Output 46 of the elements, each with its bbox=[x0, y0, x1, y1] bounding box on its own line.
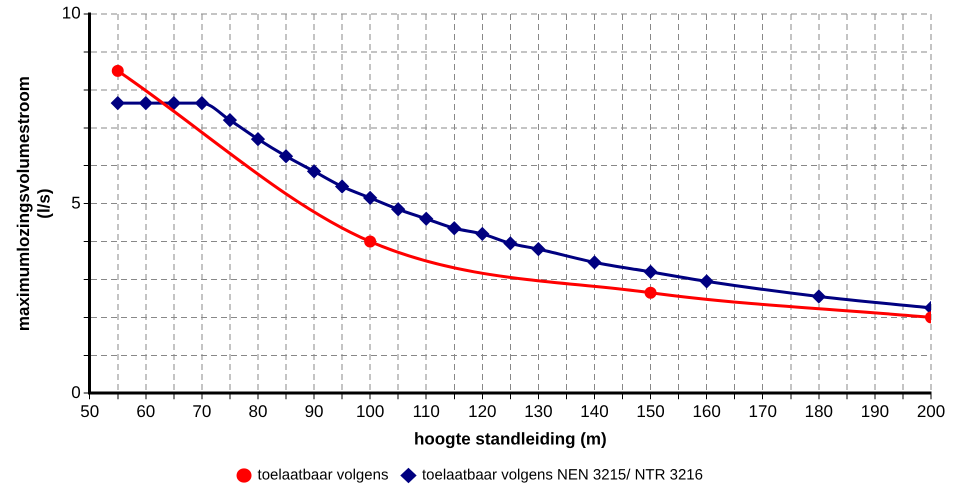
y-tick-label: 0 bbox=[71, 382, 81, 402]
x-tick-label: 190 bbox=[860, 402, 890, 422]
point bbox=[112, 64, 124, 77]
x-tick-label: 170 bbox=[748, 402, 777, 422]
point bbox=[195, 96, 208, 110]
point bbox=[700, 274, 714, 288]
x-tick-label: 100 bbox=[356, 402, 384, 422]
x-tick-label: 180 bbox=[804, 402, 834, 422]
point bbox=[111, 96, 124, 110]
point bbox=[812, 290, 826, 304]
x-axis-title: hoogte standleiding (m) bbox=[414, 429, 607, 448]
y-tick-label: 5 bbox=[71, 193, 81, 212]
x-tick-label: 70 bbox=[192, 402, 212, 422]
x-tick-label: 120 bbox=[468, 402, 496, 422]
x-tick-label: 160 bbox=[692, 402, 721, 422]
x-tick-label: 200 bbox=[916, 402, 946, 422]
point bbox=[504, 236, 517, 250]
point bbox=[308, 164, 321, 178]
point bbox=[139, 96, 152, 110]
point bbox=[392, 202, 405, 216]
x-tick-label: 110 bbox=[412, 402, 440, 422]
x-tick-label: 90 bbox=[304, 402, 324, 422]
x-tick-label: 80 bbox=[248, 402, 268, 422]
x-tick-label: 50 bbox=[80, 402, 100, 422]
point bbox=[420, 212, 433, 226]
legend-label: toelaatbaar volgens NEN 3215/ NTR 3216 bbox=[422, 466, 703, 484]
point bbox=[364, 236, 376, 248]
point bbox=[280, 150, 293, 163]
point bbox=[448, 222, 461, 235]
point bbox=[167, 96, 180, 110]
point bbox=[251, 132, 264, 146]
point bbox=[223, 114, 236, 127]
legend-label: toelaatbaar volgens bbox=[258, 466, 388, 484]
point bbox=[364, 191, 377, 204]
x-tick-label: 60 bbox=[136, 402, 156, 422]
point bbox=[476, 227, 489, 240]
point bbox=[644, 286, 657, 299]
point bbox=[588, 256, 601, 269]
x-tick-label: 140 bbox=[580, 402, 609, 422]
point bbox=[644, 265, 658, 278]
point bbox=[336, 180, 349, 194]
y-tick-label: 10 bbox=[62, 4, 81, 23]
y-axis-title: maximumlozingsvolumestroom (l/s) bbox=[14, 76, 54, 332]
x-tick-label: 150 bbox=[636, 402, 665, 422]
point bbox=[532, 242, 545, 256]
x-tick-label: 130 bbox=[524, 402, 553, 422]
